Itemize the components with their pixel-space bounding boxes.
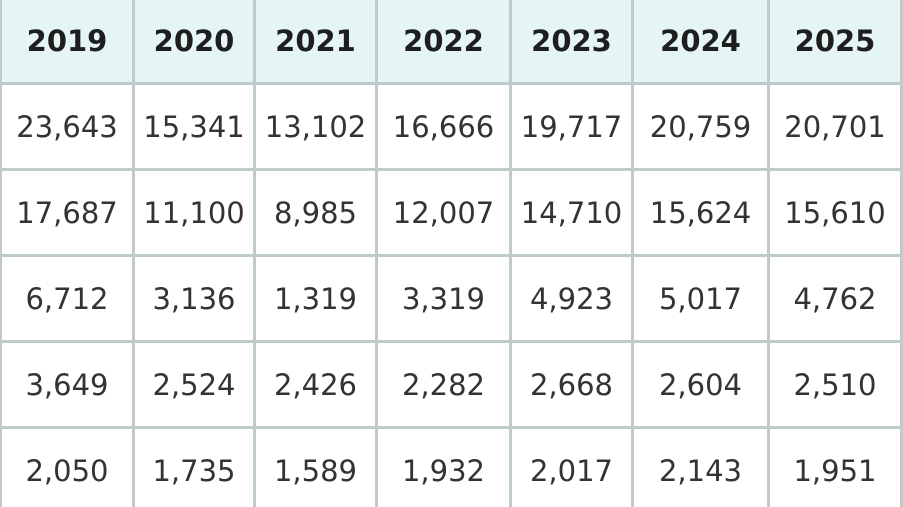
header-cell: 2023 <box>512 0 634 85</box>
table-cell: 3,319 <box>378 257 512 343</box>
table-cell: 2,426 <box>256 343 378 429</box>
table-cell: 15,341 <box>135 85 256 171</box>
header-cell: 2019 <box>0 0 135 85</box>
table-cell: 5,017 <box>634 257 770 343</box>
header-cell: 2020 <box>135 0 256 85</box>
table-cell: 11,100 <box>135 171 256 257</box>
table-cell: 2,017 <box>512 429 634 507</box>
table-cell: 6,712 <box>0 257 135 343</box>
table-cell: 3,136 <box>135 257 256 343</box>
header-cell: 2024 <box>634 0 770 85</box>
table-cell: 20,701 <box>770 85 903 171</box>
table-cell: 3,649 <box>0 343 135 429</box>
table-cell: 2,604 <box>634 343 770 429</box>
table-cell: 16,666 <box>378 85 512 171</box>
header-cell: 2021 <box>256 0 378 85</box>
table-cell: 17,687 <box>0 171 135 257</box>
table-cell: 1,735 <box>135 429 256 507</box>
table-cell: 23,643 <box>0 85 135 171</box>
header-cell: 2022 <box>378 0 512 85</box>
table-cell: 8,985 <box>256 171 378 257</box>
table-cell: 2,524 <box>135 343 256 429</box>
table-cell: 4,923 <box>512 257 634 343</box>
header-cell: 2025 <box>770 0 903 85</box>
table-cell: 2,050 <box>0 429 135 507</box>
table-cell: 2,668 <box>512 343 634 429</box>
table-cell: 1,319 <box>256 257 378 343</box>
table-cell: 19,717 <box>512 85 634 171</box>
table-cell: 13,102 <box>256 85 378 171</box>
table-cell: 2,510 <box>770 343 903 429</box>
table-cell: 15,624 <box>634 171 770 257</box>
table-cell: 2,143 <box>634 429 770 507</box>
table-cell: 14,710 <box>512 171 634 257</box>
table-cell: 1,589 <box>256 429 378 507</box>
table-cell: 1,951 <box>770 429 903 507</box>
table-cell: 2,282 <box>378 343 512 429</box>
table-cell: 20,759 <box>634 85 770 171</box>
table-cell: 4,762 <box>770 257 903 343</box>
table-cell: 1,932 <box>378 429 512 507</box>
table-cell: 12,007 <box>378 171 512 257</box>
table-cell: 15,610 <box>770 171 903 257</box>
